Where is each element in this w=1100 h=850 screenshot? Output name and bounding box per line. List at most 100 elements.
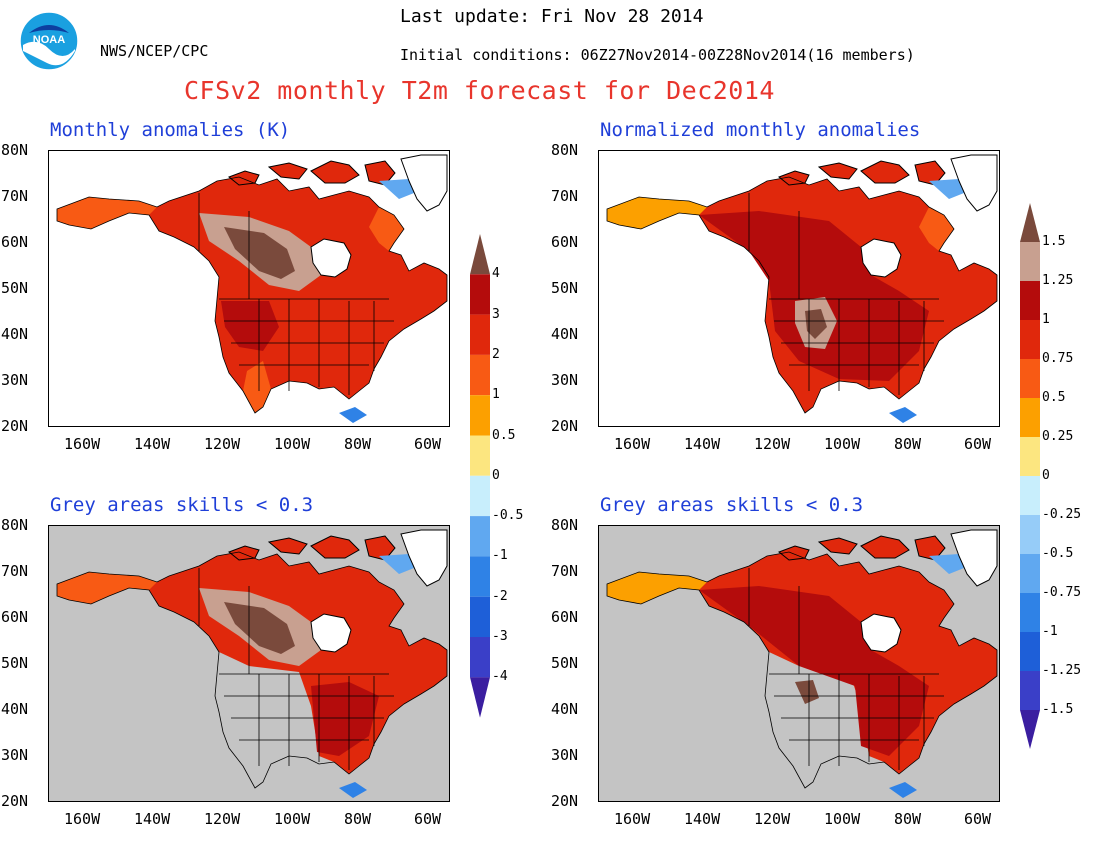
lon-tick-label: 160W: [64, 435, 101, 453]
arctic-islands: [778, 535, 946, 561]
org-label: NWS/NCEP/CPC: [100, 42, 209, 60]
arctic-islands: [228, 535, 396, 561]
lon-tick-label: 160W: [614, 810, 651, 828]
colorbar-segment: [1020, 632, 1040, 671]
florida-region: [243, 361, 271, 413]
colorbar-label: -3: [492, 629, 508, 644]
cold-anomaly-region: [929, 179, 969, 199]
political-borders: [748, 568, 944, 770]
colorbar-segment: [1020, 515, 1040, 554]
lat-tick-label: 70N: [1, 562, 29, 580]
lat-tick-label: 30N: [551, 371, 579, 389]
lat-tick-label: 40N: [551, 700, 579, 718]
high-normalized-region: [699, 211, 929, 381]
colorbar-label: 0: [1042, 468, 1050, 483]
gulf-cold-spot: [889, 782, 917, 798]
greenland: [400, 154, 448, 212]
max-normalized-region: [805, 309, 827, 339]
colorbar-label: 0.75: [1042, 351, 1074, 366]
colorbar-segment: [470, 556, 490, 597]
lon-tick-label: 120W: [754, 435, 791, 453]
colorbar-segment: [470, 516, 490, 557]
lon-tick-label: 60W: [964, 810, 992, 828]
labrador-region: [369, 207, 404, 251]
peak-anomaly-region: [224, 227, 295, 279]
gulf-cold-spot: [339, 782, 367, 798]
colorbar-segment: [1020, 476, 1040, 515]
colorbar-label: -1: [1042, 624, 1058, 639]
colorbar-top-arrow: [1020, 203, 1040, 242]
map-panel-anomalies-masked: [48, 525, 450, 802]
greenland: [950, 529, 998, 587]
lon-tick-label: 140W: [134, 810, 171, 828]
lat-tick-label: 80N: [1, 516, 29, 534]
coastline: [56, 176, 448, 414]
warm-core-region: [221, 301, 279, 351]
lat-tick-label: 70N: [551, 562, 579, 580]
cold-anomaly-region: [379, 554, 419, 574]
colorbar-segment: [470, 274, 490, 315]
colorbar-segment: [1020, 437, 1040, 476]
noaa-logo-icon: NOAA: [19, 11, 79, 71]
colorbar-label: 0.25: [1042, 429, 1074, 444]
colorbar-segment: [470, 354, 490, 396]
alaska-region: [57, 197, 157, 229]
lat-tick-label: 60N: [551, 233, 579, 251]
lat-tick-label: 60N: [551, 608, 579, 626]
lon-tick-label: 140W: [684, 810, 721, 828]
initial-conditions: Initial conditions: 06Z27Nov2014-00Z28No…: [400, 46, 915, 64]
map-panel-normalized: [598, 150, 1000, 427]
alaska-region: [607, 197, 707, 229]
colorbar-bottom-arrow: [1020, 710, 1040, 749]
cold-anomaly-region: [379, 179, 419, 199]
lat-tick-label: 20N: [551, 417, 579, 435]
lon-tick-label: 120W: [754, 810, 791, 828]
lat-tick-label: 40N: [1, 700, 29, 718]
lon-tick-label: 160W: [614, 435, 651, 453]
colorbar-label: -4: [492, 669, 508, 685]
colorbar-label: 0.5: [492, 427, 516, 443]
lat-tick-label: 40N: [551, 325, 579, 343]
hudson-bay: [310, 238, 352, 278]
lat-tick-label: 20N: [1, 417, 29, 435]
greenland: [950, 154, 998, 212]
lon-tick-label: 120W: [204, 810, 241, 828]
colorbar-segment: [1020, 554, 1040, 593]
political-borders: [198, 568, 394, 770]
colorbar-label: -0.75: [1042, 585, 1082, 600]
alaska-significant: [57, 572, 157, 604]
lat-tick-label: 30N: [1, 746, 29, 764]
colorbar-label: 3: [492, 306, 500, 322]
colorbar-segment: [1020, 359, 1040, 398]
political-borders: [748, 193, 944, 395]
map-panel-normalized-masked: [598, 525, 1000, 802]
lat-tick-label: 30N: [551, 746, 579, 764]
florida-region: [793, 361, 821, 413]
lat-tick-label: 80N: [1, 141, 29, 159]
lat-tick-label: 80N: [551, 516, 579, 534]
lon-tick-label: 100W: [274, 810, 311, 828]
political-borders: [198, 193, 394, 395]
colorbar-segment: [1020, 671, 1040, 710]
lat-tick-label: 60N: [1, 608, 29, 626]
lon-tick-label: 60W: [414, 810, 442, 828]
colorbar-label: 1: [1042, 312, 1050, 327]
colorbar-segment: [470, 314, 490, 355]
colorbar-label: -1: [492, 548, 508, 564]
colorbar-label: -1.5: [1042, 702, 1074, 717]
lon-tick-label: 60W: [964, 435, 992, 453]
lat-tick-label: 20N: [1, 792, 29, 810]
colorbar-segment: [470, 637, 490, 678]
high-normalized-significant: [699, 586, 929, 756]
alaska-significant: [607, 572, 707, 604]
lon-tick-label: 100W: [274, 435, 311, 453]
peak-anomaly-significant: [224, 602, 295, 654]
colorbar-segment: [1020, 242, 1040, 281]
lat-tick-label: 30N: [1, 371, 29, 389]
colorbar-label: 1.25: [1042, 273, 1074, 288]
lat-tick-label: 40N: [1, 325, 29, 343]
colorbar-anomalies: [470, 234, 490, 718]
logo-text: NOAA: [33, 34, 65, 46]
colorbar-normalized: [1020, 203, 1040, 749]
colorbar-segment: [1020, 593, 1040, 632]
